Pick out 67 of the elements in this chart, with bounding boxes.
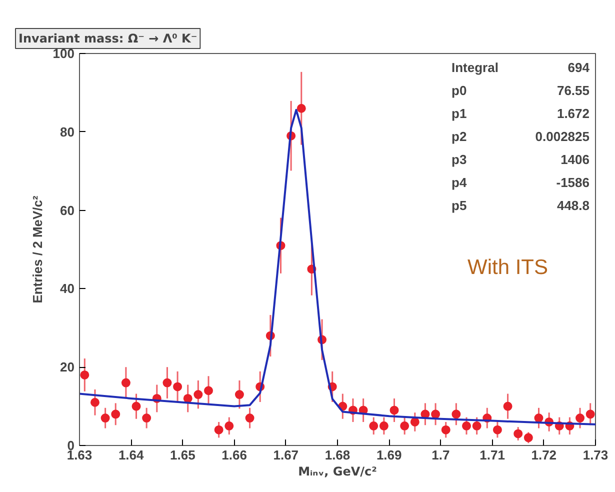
annotation: p3 (452, 152, 467, 167)
point (142, 414, 152, 423)
point (524, 433, 533, 442)
y-axis-title: Entries / 2 MeV/c² (30, 195, 45, 304)
point (431, 410, 440, 419)
x-tick-label: 1.69 (376, 448, 402, 462)
annotation: With ITS (468, 256, 548, 279)
point (492, 425, 502, 434)
point (80, 370, 90, 380)
point (390, 406, 399, 415)
point (472, 421, 482, 430)
x-tick-label: 1.72 (531, 448, 557, 462)
annotation: p2 (452, 129, 467, 144)
point (90, 398, 100, 407)
annotation: p1 (452, 106, 467, 121)
y-tick-label: 40 (60, 281, 75, 296)
x-tick-label: 1.7 (432, 448, 450, 462)
y-tick-label: 60 (60, 202, 75, 218)
point (296, 104, 306, 113)
annotation: 1.672 (556, 106, 590, 121)
point (214, 425, 224, 434)
x-tick-label: 1.68 (324, 448, 350, 462)
point (534, 414, 544, 423)
point (183, 394, 192, 403)
point (194, 390, 203, 400)
point (245, 414, 254, 423)
point (132, 402, 141, 411)
chart-title: Invariant mass: Ω⁻ → Λ⁰ K⁻ (18, 32, 198, 46)
annotation: -1586 (556, 175, 590, 190)
x-axis-title: Mᵢₙᵥ, GeV/c² (298, 464, 377, 478)
x-tick-label: 1.64 (118, 448, 145, 462)
point (224, 421, 234, 430)
annotation: 694 (568, 60, 590, 75)
annotation: p0 (452, 83, 467, 98)
annotation: p5 (452, 198, 467, 213)
point (503, 402, 512, 411)
point (379, 421, 388, 430)
point (369, 421, 378, 430)
annotation: 448.8 (556, 198, 590, 213)
point (514, 429, 523, 438)
annotation: p4 (452, 175, 468, 190)
annotation: 0.002825 (535, 129, 590, 144)
x-tick-label: 1.67 (273, 448, 299, 462)
y-tick-label: 80 (60, 124, 75, 140)
annotation: 1406 (560, 152, 590, 167)
annotation: Integral (452, 60, 498, 75)
point (462, 421, 471, 430)
y-tick-label: 20 (60, 360, 75, 375)
point (576, 414, 585, 423)
point (234, 390, 244, 400)
point (162, 378, 172, 388)
x-tick-label: 1.71 (480, 448, 505, 462)
point (586, 410, 595, 419)
point (111, 410, 120, 419)
point (100, 414, 110, 423)
point (441, 425, 450, 434)
point (121, 378, 130, 388)
point (204, 386, 213, 396)
y-tick-label: 100 (52, 46, 75, 61)
x-tick-label: 1.73 (582, 448, 608, 462)
point (452, 410, 461, 419)
x-tick-label: 1.66 (222, 448, 247, 462)
point (173, 382, 182, 392)
x-tick-label: 1.65 (170, 448, 196, 462)
point (410, 417, 420, 426)
annotation: 76.55 (556, 83, 590, 98)
point (400, 421, 410, 430)
